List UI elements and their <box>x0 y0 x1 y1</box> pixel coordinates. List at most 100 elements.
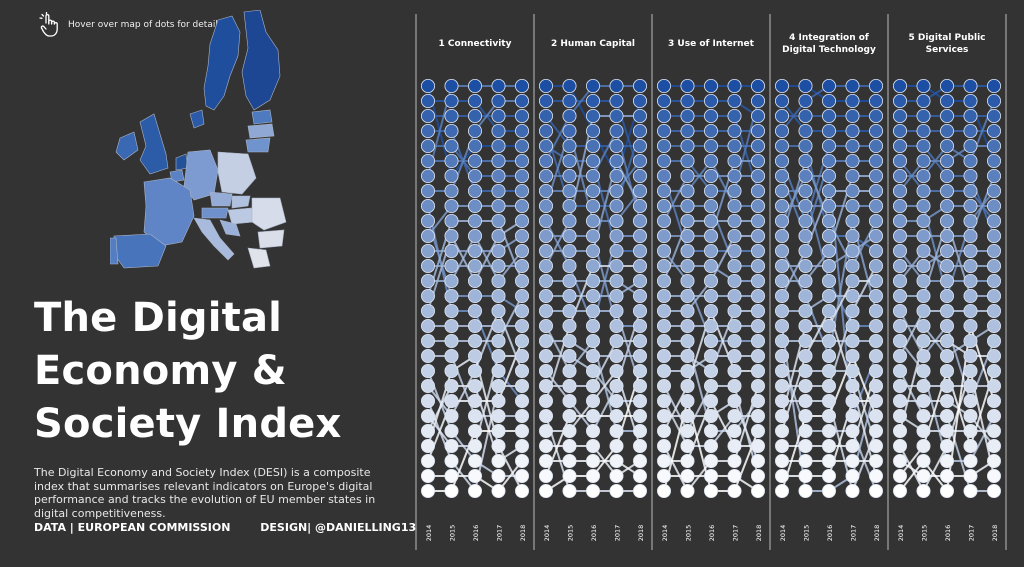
rank-dot[interactable] <box>609 408 624 423</box>
rank-dot[interactable] <box>657 243 672 258</box>
rank-dot[interactable] <box>444 198 459 213</box>
rank-dot[interactable] <box>680 348 695 363</box>
rank-dot[interactable] <box>751 453 766 468</box>
rank-dot[interactable] <box>562 453 577 468</box>
rank-dot[interactable] <box>916 168 931 183</box>
rank-dot[interactable] <box>420 288 435 303</box>
rank-dot[interactable] <box>987 243 1002 258</box>
rank-dot[interactable] <box>539 124 554 139</box>
rank-dot[interactable] <box>609 393 624 408</box>
rank-dot[interactable] <box>515 468 530 483</box>
rank-dot[interactable] <box>680 213 695 228</box>
rank-dot[interactable] <box>727 213 742 228</box>
rank-dot[interactable] <box>869 318 884 333</box>
rank-dot[interactable] <box>798 273 813 288</box>
rank-dot[interactable] <box>491 258 506 273</box>
rank-dot[interactable] <box>586 228 601 243</box>
rank-dot[interactable] <box>822 79 837 94</box>
rank-dot[interactable] <box>822 258 837 273</box>
rank-dot[interactable] <box>420 468 435 483</box>
rank-dot[interactable] <box>515 483 530 498</box>
rank-dot[interactable] <box>539 468 554 483</box>
map-region-germany[interactable] <box>183 149 219 201</box>
rank-dot[interactable] <box>515 258 530 273</box>
rank-dot[interactable] <box>963 79 978 94</box>
map-region-slovakia[interactable] <box>231 195 251 209</box>
rank-dot[interactable] <box>798 318 813 333</box>
rank-dot[interactable] <box>467 348 482 363</box>
rank-dot[interactable] <box>916 109 931 124</box>
rank-dot[interactable] <box>539 153 554 168</box>
rank-dot[interactable] <box>963 138 978 153</box>
rank-dot[interactable] <box>704 94 719 109</box>
rank-dot[interactable] <box>893 213 908 228</box>
rank-dot[interactable] <box>633 438 648 453</box>
rank-dot[interactable] <box>420 273 435 288</box>
rank-dot[interactable] <box>798 79 813 94</box>
rank-dot[interactable] <box>727 79 742 94</box>
rank-dot[interactable] <box>562 438 577 453</box>
rank-dot[interactable] <box>704 243 719 258</box>
rank-dot[interactable] <box>704 153 719 168</box>
rank-dot[interactable] <box>822 483 837 498</box>
rank-dot[interactable] <box>869 79 884 94</box>
rank-dot[interactable] <box>963 228 978 243</box>
rank-dot[interactable] <box>586 288 601 303</box>
rank-dot[interactable] <box>657 363 672 378</box>
rank-dot[interactable] <box>562 273 577 288</box>
rank-dot[interactable] <box>491 228 506 243</box>
rank-dot[interactable] <box>987 423 1002 438</box>
rank-dot[interactable] <box>727 453 742 468</box>
rank-dot[interactable] <box>420 453 435 468</box>
rank-dot[interactable] <box>491 393 506 408</box>
rank-dot[interactable] <box>467 303 482 318</box>
rank-dot[interactable] <box>657 408 672 423</box>
rank-dot[interactable] <box>822 198 837 213</box>
rank-dot[interactable] <box>491 138 506 153</box>
rank-dot[interactable] <box>539 333 554 348</box>
rank-dot[interactable] <box>657 333 672 348</box>
rank-dot[interactable] <box>680 228 695 243</box>
rank-dot[interactable] <box>727 168 742 183</box>
rank-dot[interactable] <box>987 333 1002 348</box>
rank-dot[interactable] <box>987 348 1002 363</box>
rank-dot[interactable] <box>869 124 884 139</box>
rank-dot[interactable] <box>940 468 955 483</box>
map-region-sweden[interactable] <box>203 15 241 111</box>
rank-dot[interactable] <box>940 258 955 273</box>
rank-dot[interactable] <box>444 303 459 318</box>
rank-dot[interactable] <box>963 183 978 198</box>
rank-dot[interactable] <box>751 423 766 438</box>
rank-dot[interactable] <box>633 124 648 139</box>
rank-dot[interactable] <box>775 303 790 318</box>
rank-dot[interactable] <box>987 273 1002 288</box>
rank-dot[interactable] <box>775 124 790 139</box>
rank-dot[interactable] <box>515 393 530 408</box>
rank-dot[interactable] <box>491 94 506 109</box>
rank-dot[interactable] <box>467 363 482 378</box>
rank-dot[interactable] <box>515 198 530 213</box>
rank-dot[interactable] <box>751 79 766 94</box>
rank-dot[interactable] <box>869 468 884 483</box>
rank-dot[interactable] <box>916 378 931 393</box>
rank-dot[interactable] <box>633 109 648 124</box>
rank-dot[interactable] <box>845 393 860 408</box>
rank-dot[interactable] <box>845 483 860 498</box>
rank-dot[interactable] <box>822 183 837 198</box>
rank-dot[interactable] <box>987 258 1002 273</box>
rank-dot[interactable] <box>467 109 482 124</box>
rank-dot[interactable] <box>467 168 482 183</box>
rank-dot[interactable] <box>657 288 672 303</box>
rank-dot[interactable] <box>539 273 554 288</box>
rank-dot[interactable] <box>798 109 813 124</box>
rank-dot[interactable] <box>775 213 790 228</box>
rank-dot[interactable] <box>822 94 837 109</box>
rank-dot[interactable] <box>940 168 955 183</box>
rank-dot[interactable] <box>869 348 884 363</box>
rank-dot[interactable] <box>845 258 860 273</box>
rank-dot[interactable] <box>845 273 860 288</box>
rank-dot[interactable] <box>586 303 601 318</box>
rank-dot[interactable] <box>963 168 978 183</box>
rank-dot[interactable] <box>704 138 719 153</box>
rank-dot[interactable] <box>562 258 577 273</box>
